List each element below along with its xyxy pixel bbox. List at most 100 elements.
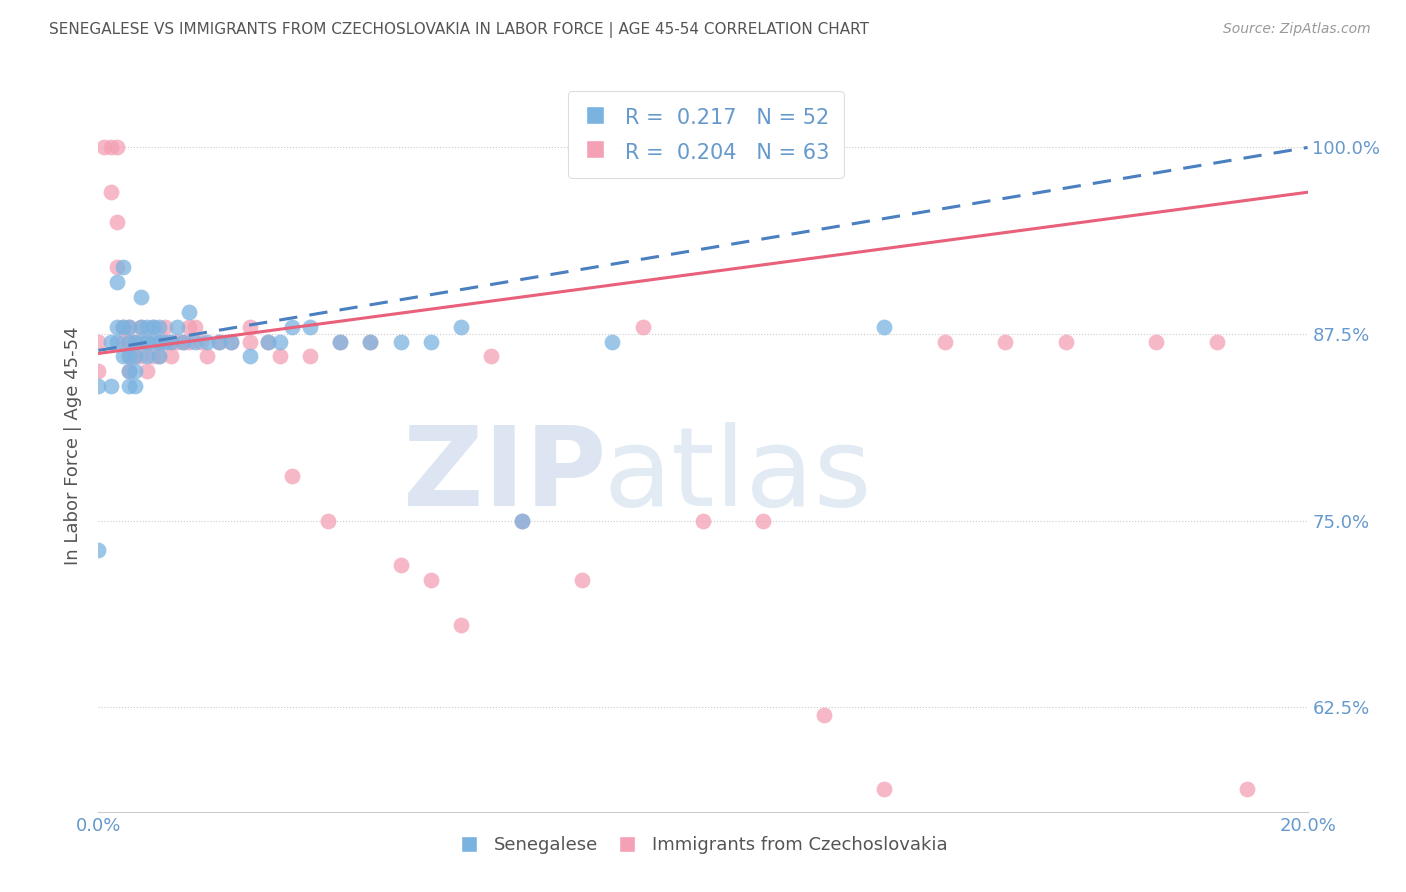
Point	[118, 319, 141, 334]
Point	[602, 334, 624, 349]
Point	[148, 334, 170, 349]
Point	[100, 379, 122, 393]
Point	[111, 319, 134, 334]
Point	[450, 319, 472, 334]
Point	[148, 334, 170, 349]
Point	[195, 350, 218, 364]
Point	[179, 304, 201, 318]
Point	[118, 350, 141, 364]
Point	[239, 319, 262, 334]
Point	[256, 334, 278, 349]
Point	[184, 319, 207, 334]
Point	[571, 574, 593, 588]
Point	[208, 334, 231, 349]
Point	[221, 334, 243, 349]
Point	[100, 334, 122, 349]
Point	[129, 319, 152, 334]
Point	[153, 334, 176, 349]
Point	[93, 140, 115, 154]
Point	[142, 319, 165, 334]
Point	[420, 574, 443, 588]
Point	[135, 319, 157, 334]
Point	[184, 334, 207, 349]
Point	[420, 334, 443, 349]
Point	[166, 319, 188, 334]
Point	[105, 319, 128, 334]
Point	[87, 364, 110, 378]
Point	[111, 319, 134, 334]
Point	[111, 334, 134, 349]
Point	[124, 364, 146, 378]
Point	[105, 215, 128, 229]
Point	[360, 334, 382, 349]
Point	[135, 334, 157, 349]
Point	[105, 260, 128, 274]
Point	[160, 334, 183, 349]
Point	[190, 334, 212, 349]
Point	[256, 334, 278, 349]
Point	[195, 334, 218, 349]
Point	[329, 334, 352, 349]
Point	[142, 350, 165, 364]
Text: Source: ZipAtlas.com: Source: ZipAtlas.com	[1223, 22, 1371, 37]
Point	[100, 186, 122, 200]
Point	[148, 350, 170, 364]
Point	[105, 334, 128, 349]
Point	[299, 350, 322, 364]
Point	[994, 334, 1017, 349]
Point	[124, 350, 146, 364]
Point	[316, 514, 339, 528]
Point	[118, 334, 141, 349]
Point	[239, 334, 262, 349]
Text: ZIP: ZIP	[404, 422, 606, 529]
Point	[389, 334, 412, 349]
Text: SENEGALESE VS IMMIGRANTS FROM CZECHOSLOVAKIA IN LABOR FORCE | AGE 45-54 CORRELAT: SENEGALESE VS IMMIGRANTS FROM CZECHOSLOV…	[49, 22, 869, 38]
Point	[87, 334, 110, 349]
Point	[299, 319, 322, 334]
Point	[129, 290, 152, 304]
Point	[118, 319, 141, 334]
Point	[269, 350, 291, 364]
Point	[389, 558, 412, 573]
Point	[105, 140, 128, 154]
Point	[1236, 782, 1258, 797]
Point	[172, 334, 194, 349]
Point	[135, 364, 157, 378]
Point	[129, 350, 152, 364]
Point	[239, 350, 262, 364]
Legend: Senegalese, Immigrants from Czechoslovakia: Senegalese, Immigrants from Czechoslovak…	[451, 829, 955, 861]
Point	[631, 319, 654, 334]
Point	[100, 140, 122, 154]
Point	[1144, 334, 1167, 349]
Point	[281, 468, 304, 483]
Point	[118, 334, 141, 349]
Point	[142, 334, 165, 349]
Y-axis label: In Labor Force | Age 45-54: In Labor Force | Age 45-54	[65, 326, 83, 566]
Point	[934, 334, 956, 349]
Point	[124, 334, 146, 349]
Point	[118, 364, 141, 378]
Point	[873, 782, 896, 797]
Point	[124, 350, 146, 364]
Point	[752, 514, 775, 528]
Point	[118, 364, 141, 378]
Point	[148, 350, 170, 364]
Point	[160, 350, 183, 364]
Point	[135, 334, 157, 349]
Point	[118, 350, 141, 364]
Point	[124, 379, 146, 393]
Point	[135, 350, 157, 364]
Point	[166, 334, 188, 349]
Point	[510, 514, 533, 528]
Point	[160, 334, 183, 349]
Point	[481, 350, 503, 364]
Point	[329, 334, 352, 349]
Point	[153, 319, 176, 334]
Point	[172, 334, 194, 349]
Point	[148, 319, 170, 334]
Point	[129, 319, 152, 334]
Point	[111, 260, 134, 274]
Point	[142, 319, 165, 334]
Point	[360, 334, 382, 349]
Point	[510, 514, 533, 528]
